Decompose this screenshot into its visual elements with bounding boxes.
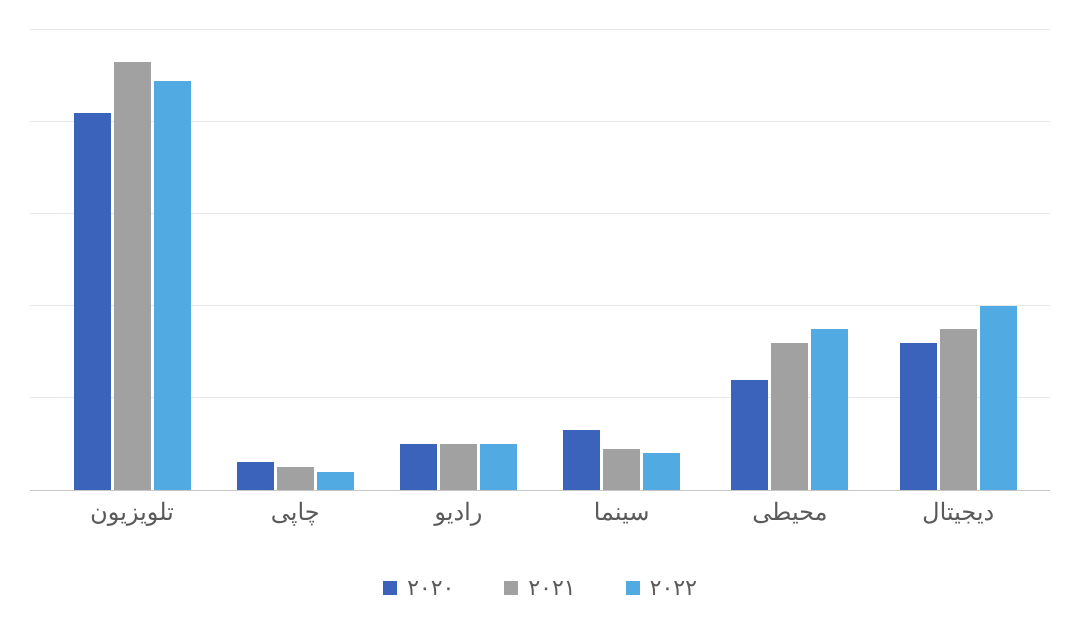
x-axis-labels: تلویزیونچاپیرادیوسینمامحیطیدیجیتال [30,498,1050,538]
bar-cinema-s2020 [563,430,600,490]
legend-swatch-s2022 [626,581,640,595]
x-label-digital: دیجیتال [868,498,1048,527]
plot-area [30,30,1050,491]
bar-group-ooh [731,329,848,490]
legend-label-s2021: ۲۰۲۱ [528,575,575,601]
gridline [30,29,1050,30]
bar-print-s2020 [237,462,274,490]
legend-item-s2020: ۲۰۲۰ [383,575,454,601]
bar-print-s2021 [277,467,314,490]
bar-digital-s2021 [940,329,977,490]
bar-cinema-s2021 [603,449,640,490]
bar-radio-s2021 [440,444,477,490]
bar-tv-s2020 [74,113,111,490]
bar-group-print [237,462,354,490]
legend: ۲۰۲۰ ۲۰۲۱ ۲۰۲۲ [0,575,1080,601]
bar-print-s2022 [317,472,354,490]
legend-label-s2020: ۲۰۲۰ [407,575,454,601]
bar-ooh-s2020 [731,380,768,490]
x-label-ooh: محیطی [700,498,880,527]
x-label-radio: رادیو [368,498,548,527]
bar-digital-s2022 [980,306,1017,490]
legend-item-s2022: ۲۰۲۲ [626,575,697,601]
x-label-print: چاپی [205,498,385,527]
bar-cinema-s2022 [643,453,680,490]
bar-tv-s2022 [154,81,191,490]
bar-radio-s2022 [480,444,517,490]
bar-group-tv [74,62,191,490]
x-label-tv: تلویزیون [42,498,222,527]
legend-swatch-s2021 [504,581,518,595]
bar-ooh-s2022 [811,329,848,490]
bar-digital-s2020 [900,343,937,490]
legend-item-s2021: ۲۰۲۱ [504,575,575,601]
bar-tv-s2021 [114,62,151,490]
bar-group-digital [900,306,1017,490]
legend-swatch-s2020 [383,581,397,595]
bar-radio-s2020 [400,444,437,490]
legend-label-s2022: ۲۰۲۲ [650,575,697,601]
bar-ooh-s2021 [771,343,808,490]
bar-group-cinema [563,430,680,490]
x-label-cinema: سینما [532,498,712,527]
bar-chart: تلویزیونچاپیرادیوسینمامحیطیدیجیتال ۲۰۲۰۲… [0,0,1080,633]
bar-group-radio [400,444,517,490]
